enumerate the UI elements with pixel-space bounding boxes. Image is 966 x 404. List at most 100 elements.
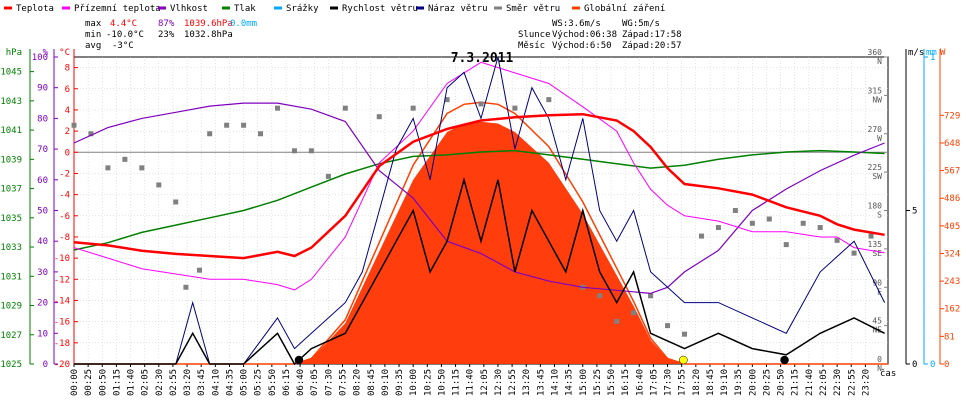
x-tick-label: 17:55 xyxy=(678,369,688,396)
pressure-tick-label: 1027 xyxy=(0,331,22,341)
x-tick-label: 10:00 xyxy=(409,369,419,396)
x-tick-label: 13:20 xyxy=(522,369,532,396)
wind-direction-point xyxy=(800,220,806,226)
wind-direction-point xyxy=(817,225,823,231)
wind-direction-point xyxy=(614,318,620,324)
wind-direction-point xyxy=(258,131,264,137)
marker-moonset xyxy=(780,355,789,365)
x-tick-label: 07:05 xyxy=(310,369,320,396)
direction-tick-label: 360 xyxy=(868,48,883,57)
temperature-tick-label: -18 xyxy=(54,339,70,349)
x-tick-label: 00:00 xyxy=(70,369,80,396)
pressure-tick-label: 1043 xyxy=(0,97,22,107)
wind-direction-point xyxy=(71,122,77,128)
x-tick-label: 20:25 xyxy=(762,369,772,396)
temperature-tick-label: -16 xyxy=(54,318,70,328)
radiation-tick-label: 729 xyxy=(944,111,960,121)
direction-tick-label: 180 xyxy=(868,202,883,211)
wind-direction-point xyxy=(308,148,314,154)
direction-tick-label: N xyxy=(877,57,882,66)
x-tick-label: 21:15 xyxy=(791,369,801,396)
x-tick-label: 08:45 xyxy=(367,369,377,396)
stat-max-press: 1039.6hPa xyxy=(184,19,233,29)
x-tick-label: 08:20 xyxy=(353,369,363,396)
humidity-tick-label: 20 xyxy=(37,299,48,309)
direction-tick-label: 90 xyxy=(872,278,882,287)
x-tick-label: 22:05 xyxy=(819,369,829,396)
humidity-tick-label: 50 xyxy=(37,207,48,217)
info-moon-label: Měsíc xyxy=(518,41,545,51)
x-tick-label: 20:50 xyxy=(777,369,787,396)
wind-direction-point xyxy=(139,165,145,171)
wind-direction-point xyxy=(173,199,179,205)
humidity-tick-label: 0 xyxy=(43,360,48,370)
x-tick-label: 17:05 xyxy=(649,369,659,396)
series-vlhkost xyxy=(73,102,885,295)
info-sun-label: Slunce xyxy=(518,30,551,40)
wind-direction-point xyxy=(665,323,671,329)
stat-avg-temp: -3°C xyxy=(112,41,134,51)
x-tick-label: 19:10 xyxy=(720,369,730,396)
x-tick-label: 19:35 xyxy=(734,369,744,396)
temperature-tick-label: -4 xyxy=(59,191,70,201)
series-rychlost-vetru xyxy=(74,176,885,366)
wind-direction-point xyxy=(342,105,348,111)
temperature-tick-label: -8 xyxy=(59,233,70,243)
series-naraz-vetru xyxy=(74,56,886,365)
stat-max-rain: 0.0mm xyxy=(230,19,257,29)
stat-min-press: 1032.8hPa xyxy=(184,30,233,40)
x-tick-label: 05:00 xyxy=(240,369,250,396)
x-tick-label: 22:30 xyxy=(833,369,843,396)
temperature-tick-label: -10 xyxy=(54,254,70,264)
marker-sunset xyxy=(679,355,688,365)
stat-max-hum: 87% xyxy=(158,19,175,29)
x-tick-label: 00:50 xyxy=(98,369,108,396)
direction-tick-label: W xyxy=(877,134,882,143)
temperature-axis-label: °C xyxy=(59,48,70,58)
temperature-tick-label: -6 xyxy=(59,212,70,222)
pressure-tick-label: 1031 xyxy=(0,272,22,282)
temperature-tick-label: 4 xyxy=(65,106,70,116)
info-wg: WG:5m/s xyxy=(622,19,660,29)
x-tick-label: 04:10 xyxy=(211,369,221,396)
x-tick-label: 02:30 xyxy=(155,369,165,396)
wind-direction-point xyxy=(546,97,552,103)
humidity-tick-label: 80 xyxy=(37,114,48,124)
radiation-axis-label: W xyxy=(940,48,946,58)
radiation-tick-label: 486 xyxy=(944,194,960,204)
radiation-tick-label: 324 xyxy=(944,249,960,259)
wind-direction-point xyxy=(749,220,755,226)
pressure-tick-label: 1029 xyxy=(0,302,22,312)
marker-sunrise xyxy=(294,355,304,365)
x-tick-label: 14:35 xyxy=(565,369,575,396)
wind-direction-point xyxy=(291,148,297,154)
x-tick-label: 07:55 xyxy=(339,369,349,396)
stat-avg-label: avg xyxy=(85,41,101,51)
x-tick-label: 12:55 xyxy=(508,369,518,396)
stat-max-temp: 4.4°C xyxy=(110,19,137,29)
temperature-tick-label: 2 xyxy=(65,127,70,137)
direction-tick-label: S xyxy=(877,211,882,220)
direction-tick-label: SE xyxy=(872,249,882,258)
temperature-tick-label: -20 xyxy=(54,360,70,370)
x-tick-label: 22:55 xyxy=(847,369,857,396)
wind-direction-point xyxy=(88,131,94,137)
pressure-tick-label: 1041 xyxy=(0,126,22,136)
humidity-tick-label: 40 xyxy=(37,237,48,247)
stat-max-label: max xyxy=(85,19,102,29)
wind-direction-point xyxy=(868,233,874,239)
series-tlak xyxy=(73,149,885,251)
wind-tick-label: 5 xyxy=(912,207,917,217)
x-tick-label: 21:40 xyxy=(805,369,815,396)
wind-direction-point xyxy=(478,101,484,107)
wind-direction-point xyxy=(410,105,416,111)
humidity-tick-label: 90 xyxy=(37,84,48,94)
x-tick-label: 12:05 xyxy=(480,369,490,396)
stat-min-hum: 23% xyxy=(158,30,175,40)
x-tick-label: 15:25 xyxy=(593,369,603,396)
radiation-tick-label: 162 xyxy=(944,305,960,315)
x-tick-label: 10:25 xyxy=(423,369,433,396)
wind-direction-point xyxy=(122,156,128,162)
series-prizemni-teplota xyxy=(73,61,885,291)
radiation-tick-label: 81 xyxy=(944,332,955,342)
